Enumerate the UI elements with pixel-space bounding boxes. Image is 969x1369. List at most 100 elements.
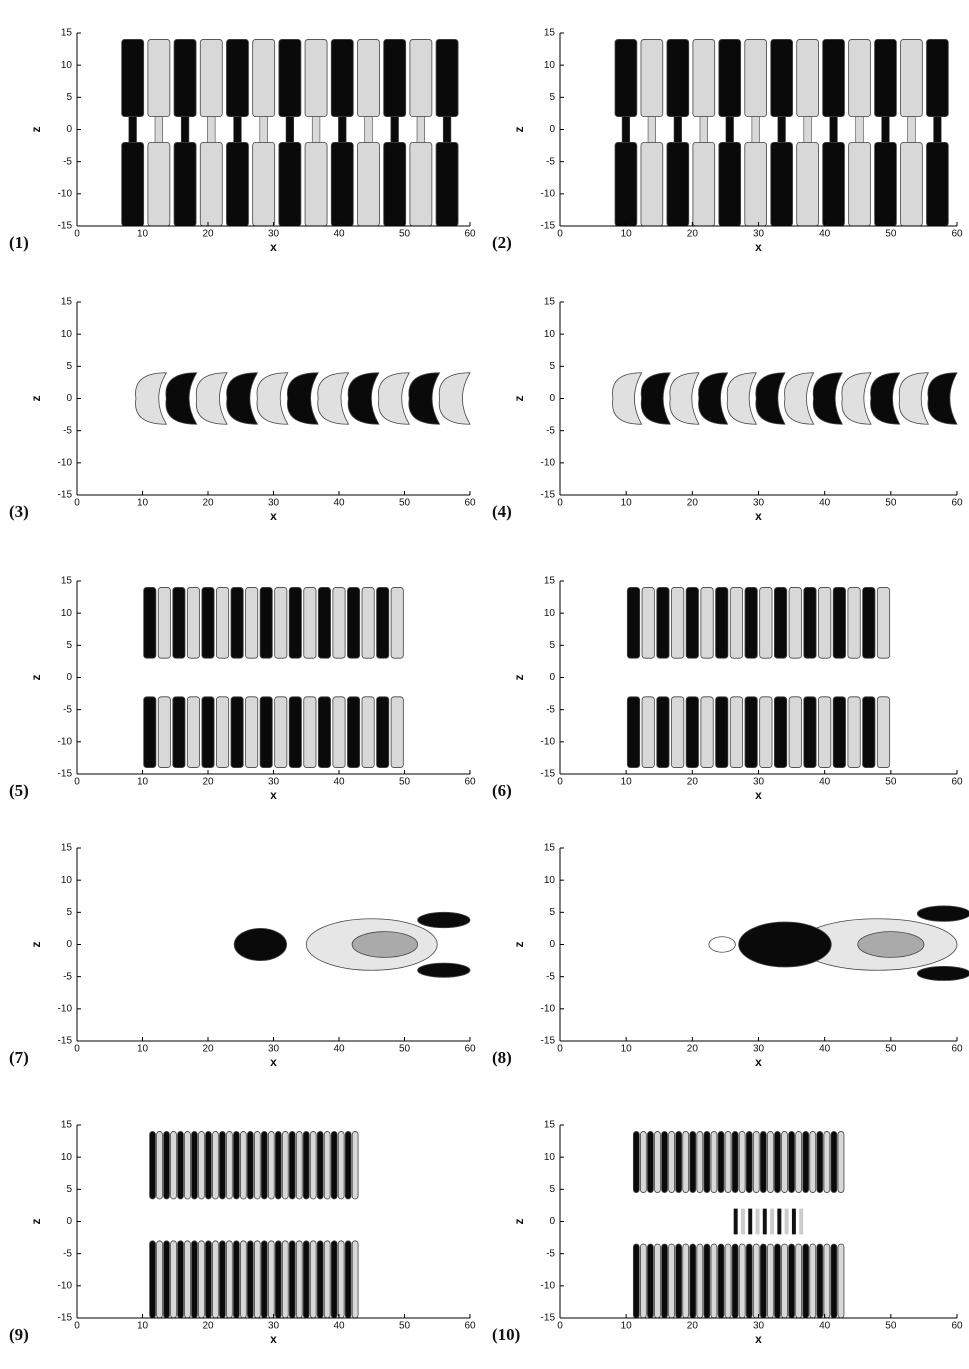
contour-band	[147, 141, 171, 227]
y-tick-label: -15	[541, 769, 556, 780]
y-axis-label: z	[29, 675, 43, 681]
x-tick-label: 20	[202, 498, 214, 509]
contour-band	[347, 372, 380, 425]
panel-label: (8)	[492, 1048, 512, 1067]
contour-band	[916, 965, 969, 981]
contour-band	[311, 116, 321, 143]
contour-band	[256, 372, 289, 425]
y-axis-label: z	[512, 396, 526, 402]
contour-band	[926, 141, 949, 227]
contour-band	[323, 1131, 331, 1200]
contour-band	[357, 141, 380, 227]
contour-band	[898, 372, 930, 425]
panel: 0 10 20 30 40 50 60 -15 -10 -5 0 5 10 15 x z (2)	[492, 28, 963, 255]
contour-band	[745, 1131, 753, 1193]
contour-band	[316, 1131, 324, 1200]
contour-band	[816, 1243, 824, 1319]
x-tick-label: 30	[753, 1044, 765, 1055]
y-tick-label: 15	[61, 843, 73, 854]
contour-band	[698, 372, 729, 425]
contour-band	[692, 141, 716, 227]
contour-band	[773, 696, 788, 768]
contour-band	[740, 1208, 745, 1235]
contour-band	[417, 911, 471, 929]
x-tick-label: 0	[557, 229, 563, 240]
contour-band	[874, 39, 897, 118]
contour-band	[304, 141, 328, 227]
y-tick-label: 0	[66, 124, 72, 135]
y-axis-label: z	[29, 127, 43, 133]
contour-band	[724, 1131, 732, 1193]
y-axis-label: z	[512, 675, 526, 681]
contour-band	[177, 1240, 184, 1319]
y-tick-label: 5	[549, 92, 555, 103]
contour-band	[201, 587, 215, 659]
contour-band	[673, 116, 682, 143]
contour-band	[795, 1243, 803, 1319]
contour-band	[199, 141, 223, 227]
contour-band	[438, 372, 471, 425]
x-tick-label: 40	[819, 229, 831, 240]
contour-band	[907, 116, 916, 143]
y-tick-label: -10	[58, 1003, 73, 1014]
contour-band	[744, 587, 758, 659]
x-tick-label: 30	[753, 229, 765, 240]
y-axis-label: z	[29, 396, 43, 402]
contour-band	[796, 39, 819, 118]
contour-band	[837, 1131, 845, 1193]
contour-band	[247, 1240, 254, 1319]
contour-band	[777, 116, 786, 143]
contour-band	[143, 696, 157, 768]
contour-band	[675, 1131, 683, 1193]
contour-band	[855, 116, 864, 143]
contour-band	[216, 696, 230, 768]
contour-band	[724, 1243, 732, 1319]
contour-band	[647, 116, 656, 143]
y-tick-label: 5	[66, 361, 72, 372]
y-tick-label: 0	[549, 672, 555, 683]
y-tick-label: 5	[549, 640, 555, 651]
contour-band	[759, 696, 773, 768]
contour-band	[900, 39, 923, 118]
contour-band	[799, 1208, 804, 1235]
contour-band	[330, 141, 354, 227]
contour-band	[788, 1243, 795, 1319]
x-tick-label: 40	[333, 1321, 345, 1332]
contour-band	[656, 587, 670, 659]
contour-band	[640, 141, 664, 227]
contour-band	[729, 587, 744, 659]
contour-band	[259, 696, 273, 768]
x-axis-label: x	[755, 788, 762, 802]
contour-band	[219, 1240, 226, 1319]
contour-band	[173, 141, 197, 227]
contour-band	[816, 1131, 824, 1193]
contour-band	[668, 1131, 675, 1193]
contour-band	[759, 1243, 767, 1319]
x-tick-label: 10	[137, 229, 149, 240]
contour-band	[347, 587, 361, 659]
x-tick-label: 0	[557, 1044, 563, 1055]
contour-band	[390, 116, 399, 143]
x-axis-label: x	[270, 1055, 277, 1069]
contour-band	[201, 696, 215, 768]
x-tick-label: 40	[819, 777, 831, 788]
contour-band	[767, 1243, 774, 1319]
contour-band	[752, 1131, 760, 1193]
contour-band	[288, 1240, 296, 1319]
contour-band	[717, 1131, 725, 1193]
contour-band	[699, 116, 708, 143]
contour-band	[332, 696, 346, 768]
contour-band	[260, 1131, 268, 1200]
x-tick-label: 50	[885, 777, 897, 788]
y-tick-label: -5	[546, 971, 555, 982]
contour-band	[640, 1243, 647, 1319]
contour-band	[829, 116, 838, 143]
y-tick-label: 15	[544, 1120, 556, 1131]
contour-band	[738, 1243, 746, 1319]
contour-band	[715, 696, 729, 768]
contour-band	[302, 1240, 310, 1319]
contour-band	[841, 372, 872, 425]
y-tick-label: 0	[66, 939, 72, 950]
y-tick-label: 10	[544, 1152, 556, 1163]
contour-band	[640, 39, 664, 118]
